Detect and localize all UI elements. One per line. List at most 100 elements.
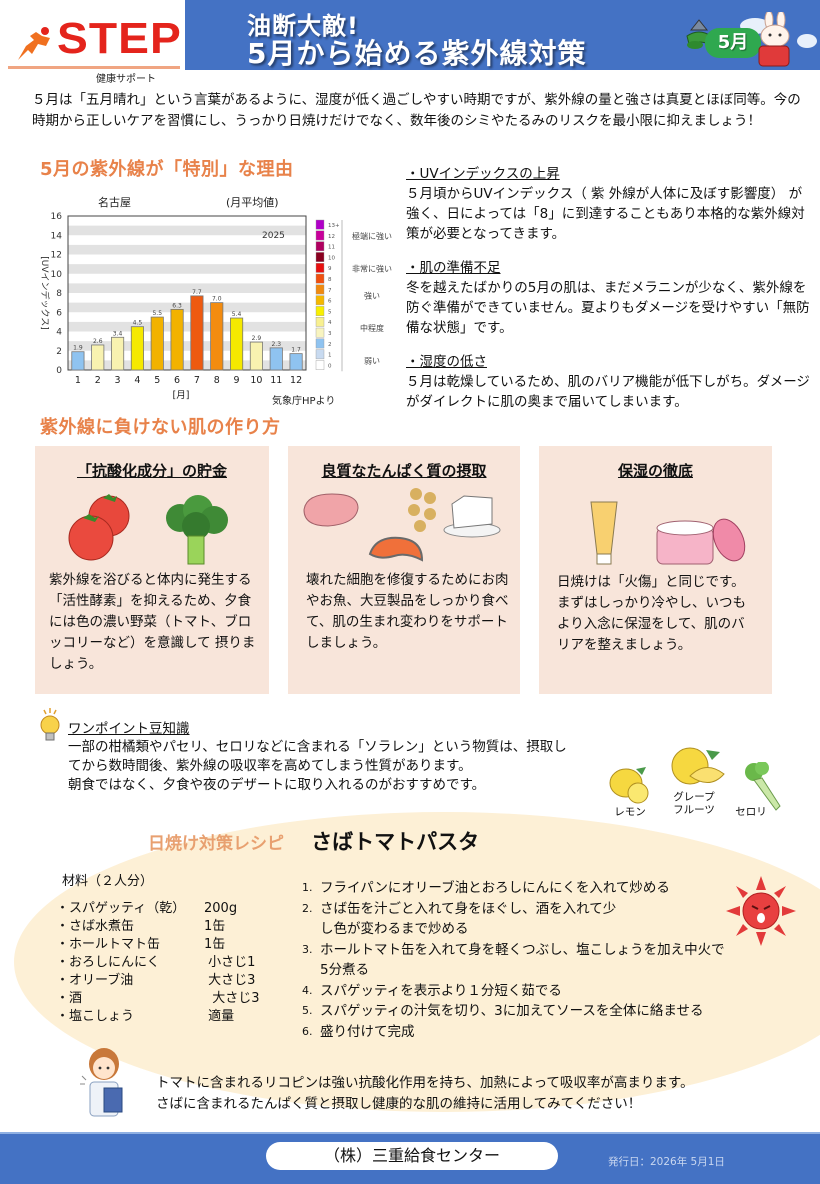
svg-text:12: 12 bbox=[51, 251, 62, 261]
ingredient-qty: 大さじ3 bbox=[204, 991, 260, 1006]
svg-text:気象庁HPより: 気象庁HPより bbox=[272, 394, 335, 405]
recipe-kicker: 日焼け対策レシピ bbox=[148, 834, 284, 854]
reason-title: ・UVインデックスの上昇 bbox=[406, 166, 560, 182]
svg-text:4: 4 bbox=[134, 375, 140, 386]
svg-text:12: 12 bbox=[328, 234, 335, 240]
recipe-step: 1. フライパンにオリーブ油とおろしにんにくを入れて炒める bbox=[302, 878, 732, 899]
ingredients-list: ・スパゲッティ（乾） 200g ・さば水煮缶 1缶 ・ホールトマト缶 1缶 ・おろしに… bbox=[56, 900, 260, 1026]
svg-text:11: 11 bbox=[270, 375, 282, 386]
ingredient-qty: 小さじ1 bbox=[204, 955, 256, 970]
svg-text:3: 3 bbox=[115, 375, 121, 386]
card-protein: 良質なたんぱく質の摂取 壊れた細胞を修復するためにお肉やお魚、大豆製品をしっかり… bbox=[288, 446, 520, 694]
ingredient-row: ・おろしにんにく 小さじ1 bbox=[56, 954, 260, 972]
ingredient-name: ・おろしにんにく bbox=[56, 955, 160, 970]
svg-text:名古屋: 名古屋 bbox=[98, 195, 131, 209]
recipe-note: トマトに含まれるリコピンは強い抗酸化作用を持ち、加熱によって吸収率が高まります。… bbox=[156, 1073, 694, 1115]
cloud-decoration bbox=[797, 34, 817, 48]
ingredient-qty: 大さじ3 bbox=[204, 973, 256, 988]
svg-text:2: 2 bbox=[56, 347, 62, 357]
reason-title: ・肌の準備不足 bbox=[406, 260, 501, 276]
step-logo: STEP 健康サポート bbox=[8, 8, 186, 85]
svg-text:1: 1 bbox=[328, 353, 332, 359]
lotion-tube-icon bbox=[590, 501, 618, 565]
svg-text:0: 0 bbox=[56, 366, 62, 376]
svg-text:4.5: 4.5 bbox=[133, 320, 143, 327]
tofu-icon bbox=[443, 495, 501, 538]
ingredient-name: ・スパゲッティ（乾） bbox=[56, 901, 186, 916]
logo-subtitle: 健康サポート bbox=[96, 74, 156, 85]
svg-text:7: 7 bbox=[194, 375, 200, 386]
step-text: スパゲッティを表示より１分短く茹でる bbox=[320, 982, 562, 999]
reason-item: ・湿度の低さ ５月は乾燥しているため、肌のバリア機能が低下しがち。ダメージがダイ… bbox=[406, 352, 812, 412]
svg-text:10: 10 bbox=[51, 270, 63, 280]
tip-line: 朝食ではなく、夕食や夜のデザートに取り入れるのがおすすめです。 bbox=[68, 777, 486, 793]
svg-text:10: 10 bbox=[250, 375, 262, 386]
svg-text:[月]: [月] bbox=[173, 390, 190, 401]
svg-text:2025: 2025 bbox=[262, 231, 285, 241]
grapefruit-icon bbox=[671, 747, 725, 785]
tip-line: 一部の柑橘類やパセリ、セロリなどに含まれる「ソラレン」という物質は、摂取し bbox=[68, 739, 567, 755]
recipe-note-line: トマトに含まれるリコピンは強い抗酸化作用を持ち、加熱によって吸収率が高まります。 bbox=[156, 1075, 694, 1091]
svg-text:6.3: 6.3 bbox=[172, 302, 182, 309]
fruit-label-celery: セロリ bbox=[735, 806, 767, 818]
issue-date: 発行日：2026年 5月1日 bbox=[608, 1156, 725, 1168]
page-title-line1: 油断大敵! bbox=[247, 12, 359, 40]
step-text: さば缶を汁ごと入れて身をほぐし、酒を入れて少し色が変わるまで炒める bbox=[320, 900, 617, 938]
uv-index-chart: 名古屋 (月平均値) 2025 0 2 4 6 8 10 12 14 16 [UVインデックス] 1.9 1… bbox=[36, 190, 406, 405]
step-text: フライパンにオリーブ油とおろしにんにくを入れて炒める bbox=[320, 880, 670, 896]
intro-paragraph: ５月は「五月晴れ」という言葉があるように、湿度が低く過ごしやすい時期ですが、紫外… bbox=[32, 92, 801, 129]
svg-text:6: 6 bbox=[56, 308, 62, 318]
recipe-heading: 日焼け対策レシピ さばトマトパスタ bbox=[148, 826, 479, 856]
title-banner: 油断大敵! 5月から始める紫外線対策 5月 bbox=[185, 0, 820, 70]
svg-text:2: 2 bbox=[328, 342, 332, 348]
svg-text:4: 4 bbox=[328, 320, 332, 326]
tomato-icon bbox=[68, 494, 130, 561]
reason-body: ５月は乾燥しているため、肌のバリア機能が低下しがち。ダメージがダイレクトに肌の奥… bbox=[406, 374, 810, 410]
ingredient-qty: 1缶 bbox=[204, 937, 226, 952]
svg-text:0: 0 bbox=[328, 363, 332, 369]
svg-text:7.0: 7.0 bbox=[212, 296, 222, 303]
celery-icon bbox=[745, 762, 781, 811]
ingredient-qty: 1缶 bbox=[204, 919, 226, 934]
step-number: 2. bbox=[302, 901, 313, 915]
month-badge: 5月 bbox=[705, 28, 761, 58]
step-text: スパゲッティの汁気を切り、3に加えてソースを全体に絡ませる bbox=[320, 1003, 704, 1019]
company-name: （株）三重給食センター bbox=[266, 1142, 558, 1170]
ingredient-row: ・オリーブ油 大さじ3 bbox=[56, 972, 260, 990]
recipe-step: 4. スパゲッティを表示より１分短く茹でる bbox=[302, 981, 732, 1002]
fruit-label-lemon: レモン bbox=[614, 806, 646, 818]
svg-text:5: 5 bbox=[328, 309, 332, 315]
svg-text:9: 9 bbox=[328, 266, 332, 272]
salmon-icon bbox=[368, 536, 424, 562]
svg-text:8: 8 bbox=[328, 277, 332, 283]
ingredient-name: ・ホールトマト缶 bbox=[56, 937, 161, 952]
card-body: 紫外線を浴びると体内に発生する「活性酵素」を抑えるため、夕食には色の濃い野菜（ト… bbox=[49, 572, 256, 672]
ingredient-name: ・酒 bbox=[56, 991, 83, 1006]
reason-body: ５月頃からUVインデックス（ 紫 外線が人体に及ぼす影響度） が強く、日によって… bbox=[406, 186, 805, 242]
recipe-note-line: さばに含まれるたんぱく質と摂取し健康的な肌の維持に活用してみてください！ bbox=[156, 1096, 642, 1112]
svg-text:11: 11 bbox=[328, 245, 335, 251]
ingredient-qty: 適量 bbox=[204, 1009, 235, 1024]
card-moisturize: 保湿の徹底 日焼けは「火傷」と同じです。まずはしっかり冷やし、いつもより入念に保… bbox=[539, 446, 772, 694]
svg-text:非常に強い: 非常に強い bbox=[352, 264, 392, 274]
svg-text:強い: 強い bbox=[364, 291, 380, 301]
step-number: 5. bbox=[302, 1004, 313, 1017]
recipe-step: 3. ホールトマト缶を入れて身を軽くつぶし、塩こしょうを加え中火で5分煮る bbox=[302, 940, 732, 981]
lemon-icon bbox=[609, 767, 649, 804]
svg-text:[UVインデックス]: [UVインデックス] bbox=[39, 256, 51, 330]
ingredient-row: ・さば水煮缶 1缶 bbox=[56, 918, 260, 936]
svg-text:4: 4 bbox=[56, 328, 62, 338]
angry-sun-icon bbox=[726, 876, 796, 946]
svg-text:(月平均値): (月平均値) bbox=[226, 196, 279, 209]
svg-text:2.3: 2.3 bbox=[271, 341, 281, 348]
svg-text:極端に強い: 極端に強い bbox=[352, 231, 392, 241]
svg-text:弱い: 弱い bbox=[364, 356, 380, 365]
runner-icon bbox=[18, 27, 50, 60]
uv-bar-chart-svg: 名古屋 (月平均値)20250246810121416[UVインデックス]1.91… bbox=[39, 195, 392, 405]
svg-text:1.7: 1.7 bbox=[291, 347, 301, 354]
svg-text:5.4: 5.4 bbox=[232, 311, 242, 318]
card-title: 良質なたんぱく質の摂取 bbox=[321, 462, 487, 480]
svg-text:8: 8 bbox=[214, 375, 220, 386]
ingredient-name: ・オリーブ油 bbox=[56, 973, 134, 988]
page-title-line2: 5月から始める紫外線対策 bbox=[247, 37, 587, 70]
